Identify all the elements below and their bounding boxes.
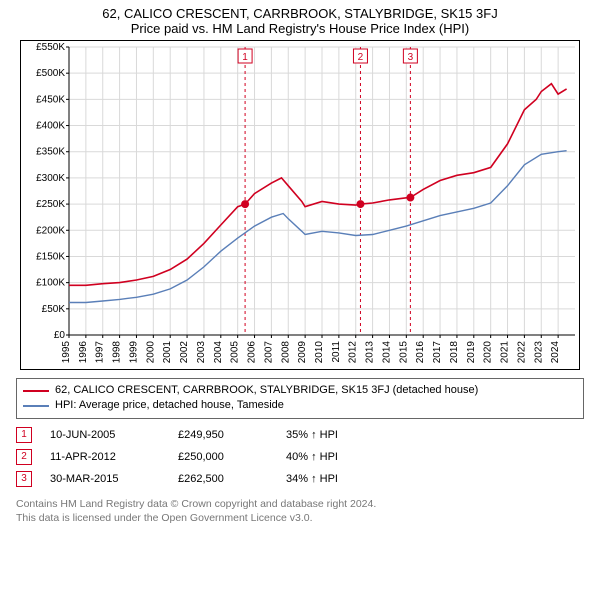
- legend-swatch: [23, 390, 49, 392]
- svg-text:1995: 1995: [61, 341, 72, 364]
- svg-text:2021: 2021: [500, 341, 511, 364]
- svg-text:2: 2: [358, 52, 364, 63]
- svg-text:2024: 2024: [550, 341, 561, 364]
- svg-text:£200K: £200K: [36, 225, 65, 236]
- event-price: £249,950: [178, 429, 268, 441]
- event-pct: 35% ↑ HPI: [286, 429, 386, 441]
- event-marker: 1: [16, 427, 32, 443]
- event-marker: 3: [16, 471, 32, 487]
- svg-text:£100K: £100K: [36, 278, 65, 289]
- event-date: 30-MAR-2015: [50, 473, 160, 485]
- event-row: 1 10-JUN-2005 £249,950 35% ↑ HPI: [16, 427, 584, 443]
- svg-text:£0: £0: [54, 330, 66, 341]
- svg-text:2020: 2020: [483, 341, 494, 364]
- event-date: 11-APR-2012: [50, 451, 160, 463]
- svg-text:2019: 2019: [466, 341, 477, 364]
- svg-text:2003: 2003: [196, 341, 207, 364]
- svg-text:2010: 2010: [314, 341, 325, 364]
- svg-text:2008: 2008: [280, 341, 291, 364]
- event-price: £250,000: [178, 451, 268, 463]
- event-row: 3 30-MAR-2015 £262,500 34% ↑ HPI: [16, 471, 584, 487]
- legend-item: 62, CALICO CRESCENT, CARRBROOK, STALYBRI…: [23, 383, 577, 398]
- svg-text:2016: 2016: [415, 341, 426, 364]
- svg-text:3: 3: [408, 52, 414, 63]
- footer-line: Contains HM Land Registry data © Crown c…: [16, 497, 584, 511]
- legend-swatch: [23, 405, 49, 407]
- chart-title: 62, CALICO CRESCENT, CARRBROOK, STALYBRI…: [8, 6, 592, 21]
- price-chart: £0 £50K £100K £150K £200K £250K £300K £350K £400…: [20, 40, 580, 370]
- svg-text:2001: 2001: [162, 341, 173, 364]
- svg-text:£300K: £300K: [36, 173, 65, 184]
- event-pct: 40% ↑ HPI: [286, 451, 386, 463]
- event-pct: 34% ↑ HPI: [286, 473, 386, 485]
- container: 62, CALICO CRESCENT, CARRBROOK, STALYBRI…: [0, 0, 600, 529]
- svg-text:2009: 2009: [297, 341, 308, 364]
- svg-text:2005: 2005: [230, 341, 241, 364]
- svg-text:2006: 2006: [247, 341, 258, 364]
- svg-text:£400K: £400K: [36, 121, 65, 132]
- svg-text:2023: 2023: [533, 341, 544, 364]
- svg-text:2011: 2011: [331, 341, 342, 363]
- legend-item: HPI: Average price, detached house, Tame…: [23, 398, 577, 413]
- svg-text:1998: 1998: [112, 341, 123, 364]
- svg-text:£50K: £50K: [42, 304, 66, 315]
- event-row: 2 11-APR-2012 £250,000 40% ↑ HPI: [16, 449, 584, 465]
- svg-text:£500K: £500K: [36, 68, 65, 79]
- svg-text:2022: 2022: [516, 341, 527, 364]
- chart-subtitle: Price paid vs. HM Land Registry's House …: [8, 21, 592, 36]
- svg-text:£250K: £250K: [36, 199, 65, 210]
- legend-label: HPI: Average price, detached house, Tame…: [55, 398, 284, 413]
- svg-text:£150K: £150K: [36, 251, 65, 262]
- svg-text:2015: 2015: [398, 341, 409, 364]
- svg-text:2014: 2014: [381, 341, 392, 364]
- svg-text:1997: 1997: [95, 341, 106, 364]
- svg-text:£450K: £450K: [36, 94, 65, 105]
- svg-text:1996: 1996: [78, 341, 89, 364]
- event-price: £262,500: [178, 473, 268, 485]
- event-date: 10-JUN-2005: [50, 429, 160, 441]
- svg-text:1: 1: [242, 52, 248, 63]
- svg-text:2012: 2012: [348, 341, 359, 364]
- legend: 62, CALICO CRESCENT, CARRBROOK, STALYBRI…: [16, 378, 584, 419]
- event-marker: 2: [16, 449, 32, 465]
- svg-text:2007: 2007: [263, 341, 274, 364]
- footer-line: This data is licensed under the Open Gov…: [16, 511, 584, 525]
- svg-text:1999: 1999: [128, 341, 139, 364]
- svg-text:2018: 2018: [449, 341, 460, 364]
- svg-text:2013: 2013: [365, 341, 376, 364]
- legend-label: 62, CALICO CRESCENT, CARRBROOK, STALYBRI…: [55, 383, 478, 398]
- events-table: 1 10-JUN-2005 £249,950 35% ↑ HPI 2 11-APR-201…: [16, 427, 584, 487]
- svg-text:2000: 2000: [145, 341, 156, 364]
- footer-text: Contains HM Land Registry data © Crown c…: [16, 497, 584, 525]
- svg-text:£550K: £550K: [36, 42, 65, 53]
- svg-text:£350K: £350K: [36, 147, 65, 158]
- svg-text:2017: 2017: [432, 341, 443, 364]
- svg-text:2004: 2004: [213, 341, 224, 364]
- svg-text:2002: 2002: [179, 341, 190, 364]
